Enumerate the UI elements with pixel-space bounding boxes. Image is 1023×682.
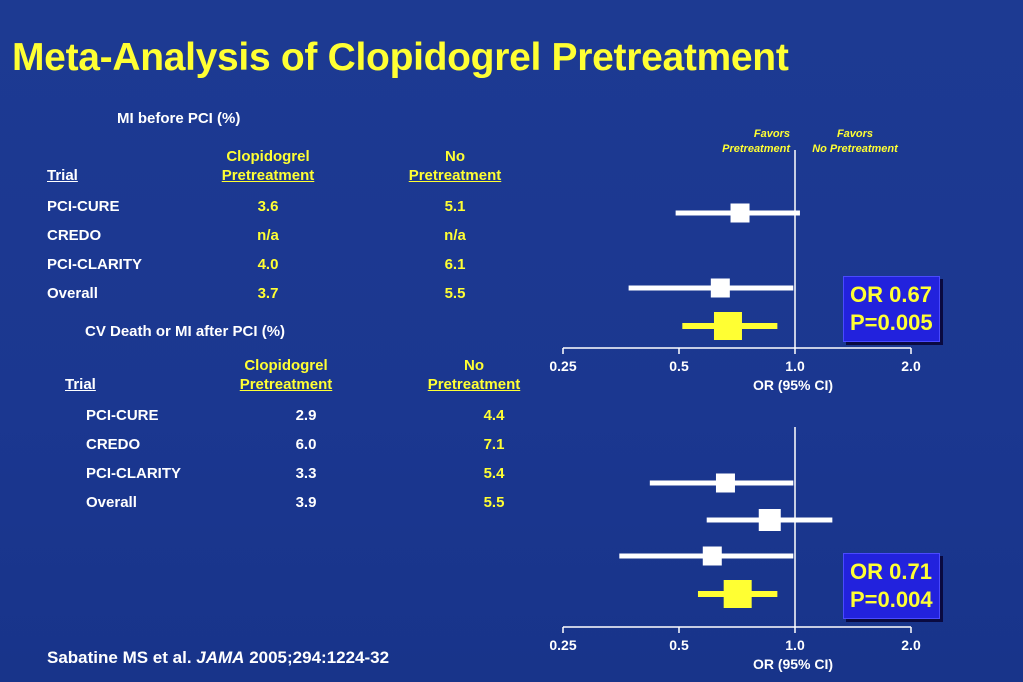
point-estimate — [723, 580, 752, 608]
table-row-clop: 3.7 — [257, 285, 279, 302]
favors-right-line2: No Pretreatment — [812, 143, 898, 155]
x-tick-label: 0.25 — [549, 637, 576, 653]
x-tick-label: 2.0 — [901, 637, 921, 653]
table-row-no: 5.5 — [444, 285, 466, 302]
section1-col-no-line1: No — [445, 148, 465, 165]
point-estimate — [730, 203, 750, 223]
section1-heading: MI before PCI (%) — [117, 110, 241, 127]
section1-col-clop: Clopidogrel Pretreatment — [198, 147, 338, 185]
or-value: OR 0.67 — [850, 282, 932, 307]
or-result-box-1: OR 0.67 P=0.005 — [843, 276, 940, 342]
citation-ref: 2005;294:1224-32 — [249, 648, 390, 667]
x-tick-label: 0.5 — [669, 637, 689, 653]
table-row-trial: PCI-CURE — [47, 198, 120, 215]
point-estimate — [715, 473, 735, 493]
table-row-no: 7.1 — [483, 436, 505, 453]
section1-col-no-line2: Pretreatment — [408, 167, 502, 184]
forest-plot-mi-before-pci: 0.25 0.5 1.0 2.0 OR (95% CI) — [549, 150, 921, 393]
favors-no-pretreatment-label: Favors No Pretreatment — [800, 127, 910, 157]
point-estimate — [713, 312, 742, 340]
section1-col-no: No Pretreatment — [385, 147, 525, 185]
favors-pretreatment-label: Favors Pretreatment — [690, 127, 790, 157]
section1-col-clop-line1: Clopidogrel — [226, 148, 310, 165]
point-estimate — [758, 509, 781, 531]
table-row-clop: n/a — [257, 227, 279, 244]
table-row-trial: PCI-CLARITY — [86, 465, 181, 482]
p-value: P=0.004 — [850, 587, 933, 612]
table-row-clop: 4.0 — [257, 256, 279, 273]
section2-col-trial: Trial — [65, 376, 96, 393]
citation-authors: Sabatine MS et al. — [47, 648, 192, 667]
table-row-clop: 6.0 — [295, 436, 317, 453]
section1-col-clop-line2: Pretreatment — [221, 167, 315, 184]
point-estimate — [702, 546, 722, 566]
section2-col-no: No Pretreatment — [404, 356, 544, 394]
section1-col-trial: Trial — [47, 167, 78, 184]
x-axis-label: OR (95% CI) — [753, 377, 833, 393]
x-tick-label: 2.0 — [901, 358, 921, 374]
or-value: OR 0.71 — [850, 559, 932, 584]
x-tick-label: 1.0 — [785, 637, 805, 653]
or-result-box-2: OR 0.71 P=0.004 — [843, 553, 940, 619]
forest-plot-cv-death-mi: 0.25 0.5 1.0 2.0 OR (95% CI) — [549, 427, 921, 672]
citation: Sabatine MS et al. JAMA 2005;294:1224-32 — [47, 648, 389, 668]
point-estimate — [710, 278, 730, 298]
table-row-clop: 3.6 — [257, 198, 279, 215]
section2-col-clop-line2: Pretreatment — [239, 376, 333, 393]
p-value: P=0.005 — [850, 310, 933, 335]
section2-col-no-line1: No — [464, 357, 484, 374]
table-row-trial: PCI-CLARITY — [47, 256, 142, 273]
table-row-clop: 3.3 — [295, 465, 317, 482]
section2-heading: CV Death or MI after PCI (%) — [85, 323, 286, 340]
table-row-trial: CREDO — [86, 436, 141, 453]
slide-title: Meta-Analysis of Clopidogrel Pretreatmen… — [12, 36, 789, 79]
table-row-trial: CREDO — [47, 227, 102, 244]
section2-col-no-line2: Pretreatment — [427, 376, 521, 393]
favors-left-line1: Favors — [753, 128, 790, 140]
table-row-no: 4.4 — [483, 407, 505, 424]
table-row-no: 6.1 — [444, 256, 466, 273]
section2-col-clop: Clopidogrel Pretreatment — [216, 356, 356, 394]
table-row-no: 5.4 — [483, 465, 505, 482]
x-axis-label: OR (95% CI) — [753, 656, 833, 672]
table-row-no: n/a — [444, 227, 466, 244]
table-row-trial: Overall — [86, 494, 137, 511]
x-tick-label: 1.0 — [785, 358, 805, 374]
favors-left-line2: Pretreatment — [722, 143, 790, 155]
citation-journal: JAMA — [196, 648, 245, 667]
favors-right-line1: Favors — [836, 128, 874, 140]
table-row-clop: 3.9 — [295, 494, 317, 511]
table-row-no: 5.5 — [483, 494, 505, 511]
table-row-trial: Overall — [47, 285, 98, 302]
x-tick-label: 0.5 — [669, 358, 689, 374]
table-row-clop: 2.9 — [295, 407, 317, 424]
table-row-trial: PCI-CURE — [86, 407, 159, 424]
section2-col-clop-line1: Clopidogrel — [244, 357, 328, 374]
table-row-no: 5.1 — [444, 198, 466, 215]
x-tick-label: 0.25 — [549, 358, 576, 374]
